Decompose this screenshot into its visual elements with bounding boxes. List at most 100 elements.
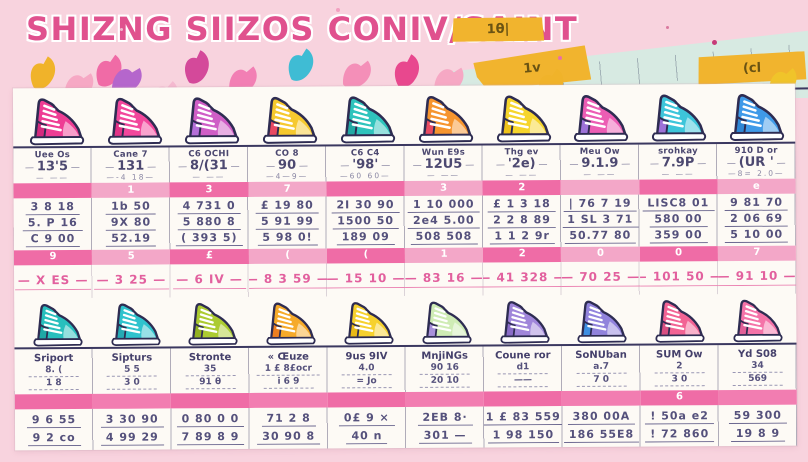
size-cell: Yd S08 34 569 — [718, 344, 796, 389]
band-segment — [639, 179, 718, 195]
band-segment: 6 — [640, 389, 719, 406]
sneaker — [94, 300, 172, 346]
table-cell: LISC8 01 — [639, 196, 717, 212]
size-label-row-top: Uee Os13'5— ——Cane 7131—-4 18—C6 OCHI8/(… — [13, 143, 796, 184]
cell-label: Yd S08 — [737, 348, 777, 360]
table-cell: 9 2 co — [15, 431, 93, 447]
cell-value2: 3 0 — [654, 373, 705, 387]
tape-text: 1θ| — [486, 21, 510, 38]
cell-value: '98' — [340, 157, 390, 172]
size-cell: SoNUban a.7 7 0 — [562, 345, 640, 390]
sneaker-icon — [266, 302, 316, 345]
cell-sub: — —— — [661, 169, 695, 179]
cell-sub: —60 60— — [340, 171, 391, 181]
table-cell: 0£ 9 × — [328, 410, 406, 427]
sneaker-icon — [188, 302, 239, 346]
table-cell: 71 2 8 — [249, 411, 327, 427]
table-value: 5 880 8 — [177, 215, 241, 231]
band-segment: ( — [326, 247, 405, 264]
table-value: 9 81 70 — [725, 196, 789, 212]
table-cell: 5 880 8 — [170, 215, 248, 231]
sneaker-icon — [574, 95, 629, 143]
size-cell: C6 OCHI8/(31— —— — [170, 147, 248, 182]
cell-value: 131 — [105, 158, 156, 173]
sneaker-icon — [344, 301, 394, 345]
table-value: 40 n — [346, 429, 388, 445]
table-cell: 2 2 8 89 — [483, 213, 561, 229]
sneaker — [560, 92, 638, 143]
mid-cell: 83 16 — [405, 270, 484, 289]
table-value: 7 89 8 9 — [176, 430, 245, 446]
sneaker — [326, 93, 404, 144]
mid-cell: 6 IV — [170, 272, 248, 290]
table-cell: 5 10 00 — [718, 227, 796, 244]
confetti-dot — [712, 40, 717, 45]
table-value: 359 00 — [649, 228, 708, 244]
table-value: ! 72 860 — [645, 427, 715, 443]
cell-sub: — —— — [192, 172, 226, 182]
sneaker — [482, 92, 560, 143]
sneaker — [248, 94, 326, 145]
mid-cell: 101 50 — [639, 269, 718, 287]
size-chart-sheet: Uee Os13'5— ——Cane 7131—-4 18—C6 OCHI8/(… — [12, 83, 798, 451]
table-cell: 5 91 99 — [248, 214, 326, 231]
table-value: 71 2 8 — [261, 411, 316, 427]
bird-shape-icon — [25, 53, 64, 92]
mid-cell: 8 3 59 — [248, 271, 327, 290]
mid-value: 70 25 — [561, 269, 640, 288]
mid-cell: 41 328 — [483, 270, 562, 288]
table-value: ! 50a e2 — [645, 408, 714, 425]
table-value: | 76 7 19 — [563, 196, 637, 213]
table-value: 9 6 55 — [26, 412, 82, 429]
sneaker — [639, 297, 717, 343]
table-cell: ( 393 5) — [170, 231, 248, 247]
size-cell: Wun E9s12U5— —— — [404, 146, 482, 181]
sneaker-icon — [730, 94, 785, 142]
table-cell: 30 90 8 — [250, 429, 328, 446]
cell-value: 90 — [266, 157, 308, 172]
cell-value2: i 6 9 — [263, 376, 314, 389]
table-cell: 9X 80 — [92, 215, 170, 232]
bird-shape-icon — [339, 55, 379, 95]
cell-value2: 20 10 — [419, 375, 470, 388]
table-cell: 1 £ 83 559 — [484, 409, 563, 426]
mid-cell: 3 25 — [92, 272, 170, 291]
table-value: 2EB 8· — [417, 410, 473, 426]
table-cell: 508 508 — [405, 229, 483, 246]
cell-value2: 1 8 — [28, 377, 79, 390]
cell-value1: d1 — [497, 361, 548, 375]
table-value: ( 393 5) — [176, 231, 243, 247]
size-cell: srohkay7.9P— —— — [639, 144, 717, 179]
bird-shape-icon — [284, 46, 322, 84]
table-cell: 4 99 29 — [93, 430, 171, 447]
table-value: 3 30 90 — [100, 412, 164, 428]
table-cell: 2 06 69 — [717, 211, 795, 228]
cell-value2: —— — [497, 374, 549, 388]
size-cell: Uee Os13'5— —— — [13, 148, 91, 183]
table-cell: 2e4 5.00 — [405, 213, 483, 230]
table-cell: | 76 7 19 — [561, 196, 639, 213]
sneaker — [327, 299, 405, 345]
table-cell: 301 — — [406, 428, 484, 445]
band-segment: 2 — [483, 246, 562, 263]
table-cell: ! 72 860 — [641, 427, 719, 443]
band-segment: 3 — [404, 180, 483, 196]
sneaker-icon — [652, 94, 707, 142]
table-cell: £ 1 3 18 — [483, 197, 561, 213]
sneaker-icon — [29, 98, 85, 146]
sneaker — [15, 95, 93, 146]
table-cell: 2EB 8· — [406, 410, 484, 426]
band-segment: ( — [248, 248, 327, 265]
cell-value: '2e) — [496, 156, 548, 171]
table-value: C 9 00 — [25, 232, 81, 248]
sneaker — [715, 91, 793, 142]
cell-sub: — —— — [583, 169, 617, 180]
table-cell: 1b 50 — [92, 199, 170, 216]
middle-value-row: X ES3 256 IV8 3 5915 1083 1641 32870 251… — [13, 260, 797, 299]
table-value: 301 — — [418, 428, 472, 445]
table-value: 50.77 80 — [564, 228, 637, 245]
cell-value: 9.1.9 — [569, 155, 630, 170]
sneaker — [483, 298, 561, 344]
size-cell: Meu Ow9.1.9— —— — [561, 145, 639, 180]
sneaker-icon — [422, 301, 472, 344]
